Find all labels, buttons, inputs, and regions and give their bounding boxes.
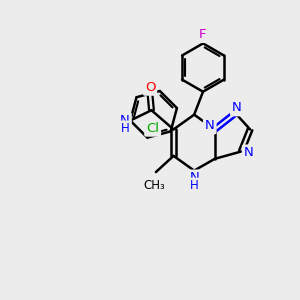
Text: O: O [145, 81, 155, 94]
Text: F: F [199, 28, 207, 41]
Text: N: N [205, 119, 214, 132]
Text: CH₃: CH₃ [143, 178, 165, 192]
Text: H: H [121, 122, 129, 135]
Text: H: H [190, 179, 199, 192]
Text: N: N [120, 114, 130, 127]
Text: N: N [244, 146, 254, 159]
Text: N: N [232, 101, 242, 114]
Text: N: N [189, 172, 199, 184]
Text: Cl: Cl [146, 122, 159, 135]
